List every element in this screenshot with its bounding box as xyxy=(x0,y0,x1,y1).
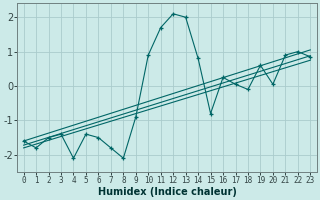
X-axis label: Humidex (Indice chaleur): Humidex (Indice chaleur) xyxy=(98,187,236,197)
